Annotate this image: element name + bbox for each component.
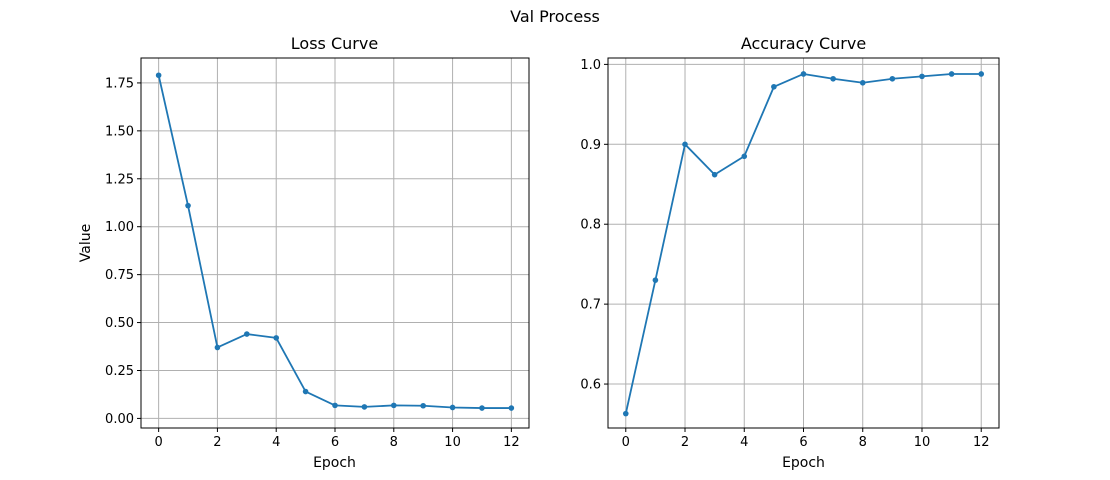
accuracy-chart-title: Accuracy Curve (741, 34, 866, 53)
loss-xtick-label: 8 (390, 435, 398, 450)
accuracy-xtick-label: 0 (622, 435, 630, 450)
loss-ytick-label: 0.50 (105, 316, 134, 331)
loss-xtick-label: 12 (503, 435, 520, 450)
accuracy-data-point (771, 83, 777, 90)
loss-data-point (420, 402, 426, 409)
loss-data-point (214, 344, 221, 351)
accuracy-data-point (948, 71, 955, 77)
loss-ytick-label: 1.50 (105, 124, 134, 139)
loss-data-point (155, 72, 162, 79)
accuracy-grid (608, 58, 999, 428)
loss-data-point (302, 388, 309, 395)
accuracy-data-point (859, 79, 866, 86)
loss-xtick-label: 6 (331, 435, 339, 450)
accuracy-data-point (741, 153, 748, 160)
loss-data-point (244, 331, 250, 337)
loss-data-point (508, 405, 515, 411)
loss-xtick-label: 10 (444, 435, 461, 450)
loss-data-point (332, 402, 338, 409)
accuracy-xtick-label: 8 (859, 435, 867, 450)
loss-grid (141, 58, 529, 428)
loss-data-point (185, 202, 191, 209)
loss-chart-ylabel: Value (78, 224, 94, 262)
loss-data-point (479, 405, 485, 411)
accuracy-chart-xlabel: Epoch (782, 455, 825, 471)
accuracy-chart: Accuracy Curve Epoch 0 2 4 6 8 10 12 0.6 0.7 0.8 0… (580, 34, 1000, 471)
accuracy-data-point (622, 410, 629, 417)
accuracy-ytick-label: 1.0 (580, 58, 601, 73)
accuracy-ytick-label: 0.8 (580, 218, 601, 233)
loss-ytick-label: 0.75 (105, 268, 134, 283)
loss-chart-xlabel: Epoch (313, 455, 356, 471)
loss-ytick-label: 1.75 (105, 76, 134, 91)
accuracy-xtick-label: 12 (973, 435, 990, 450)
accuracy-data-point (978, 71, 985, 77)
accuracy-data-point (919, 73, 925, 80)
loss-ytick-label: 0.25 (105, 364, 134, 379)
loss-xtick-label: 4 (272, 435, 280, 450)
loss-data-point (449, 404, 456, 411)
accuracy-data-point (800, 71, 807, 77)
accuracy-xtick-label: 6 (799, 435, 807, 450)
figure-suptitle: Val Process (510, 7, 600, 26)
loss-data-point (273, 335, 280, 341)
accuracy-ytick-label: 0.9 (580, 138, 601, 153)
loss-data-point (361, 404, 368, 410)
loss-xtick-label: 2 (213, 435, 221, 450)
accuracy-xtick-label: 2 (681, 435, 689, 450)
loss-ytick-label: 0.00 (105, 412, 134, 427)
loss-chart-title: Loss Curve (291, 34, 378, 53)
accuracy-data-point (889, 75, 896, 82)
accuracy-data-point (711, 171, 718, 178)
loss-chart: Loss Curve Epoch Value 0 2 4 6 8 10 12 0.00 0.25… (78, 34, 530, 471)
accuracy-xtick-label: 10 (914, 435, 931, 450)
accuracy-data-point (830, 75, 836, 82)
loss-ytick-label: 1.00 (105, 220, 134, 235)
accuracy-data-point (682, 141, 688, 148)
loss-xtick-label: 0 (154, 435, 162, 450)
loss-ytick-label: 1.25 (105, 172, 134, 187)
loss-data-point (390, 402, 397, 409)
accuracy-data-point (652, 277, 659, 283)
accuracy-ytick-label: 0.6 (580, 378, 601, 393)
accuracy-xtick-label: 4 (740, 435, 748, 450)
accuracy-ytick-label: 0.7 (580, 298, 601, 313)
